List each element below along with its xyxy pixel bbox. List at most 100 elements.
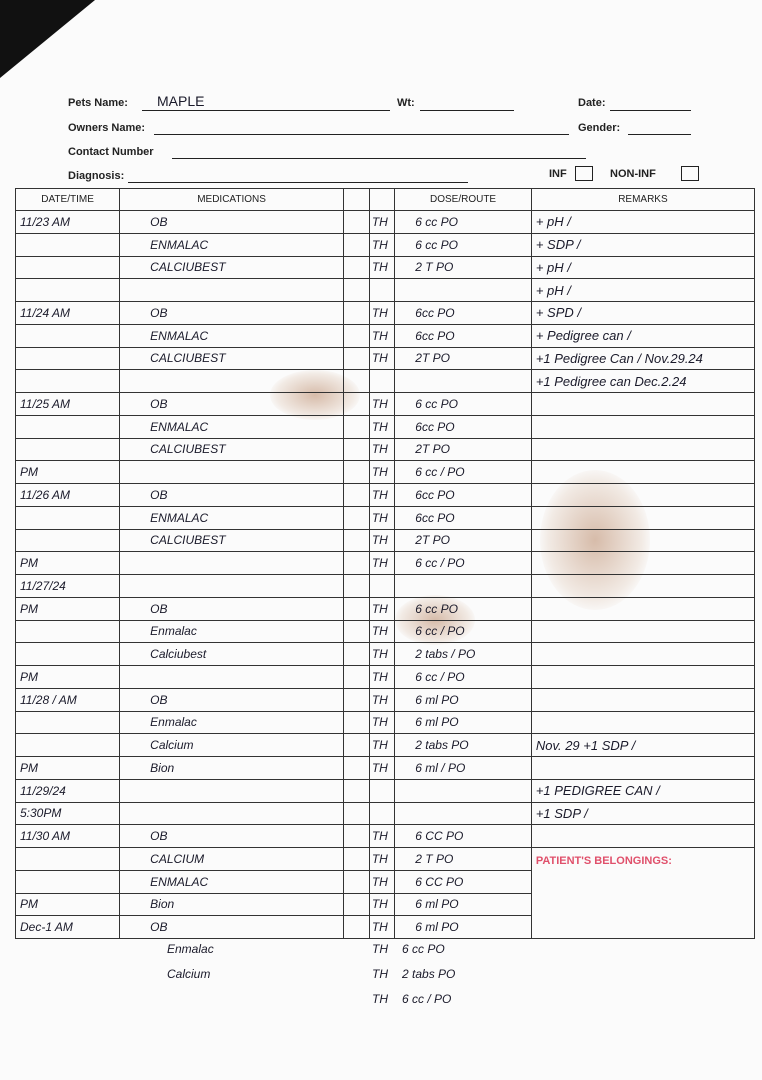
date-cell <box>14 710 121 735</box>
initials-cell: TH <box>368 915 396 939</box>
date-cell: PM <box>14 596 121 621</box>
owners-name-label: Owners Name: <box>68 122 146 134</box>
blank-cell <box>342 301 370 325</box>
blank-cell <box>342 483 370 507</box>
table-row: PM TH 6 cc / PO <box>14 551 756 575</box>
table-row: ENMALAC TH 6cc PO <box>14 414 756 439</box>
initials-cell: TH <box>368 619 396 644</box>
medication-cell: CALCIUBEST <box>119 528 344 553</box>
date-cell <box>14 528 121 553</box>
blank-cell <box>342 824 370 848</box>
remarks-cell: +1 Pedigree can Dec.2.24 <box>530 369 756 393</box>
remarks-cell: + SPD / <box>530 301 756 325</box>
initials-cell: TH <box>368 323 396 348</box>
dose-route-cell <box>394 369 532 393</box>
remarks-cell <box>530 596 756 621</box>
table-row: 5:30PM +1 SDP / <box>14 801 756 826</box>
medication-cell: Bion <box>119 892 344 917</box>
table-row: PM Bion TH 6 ml / PO <box>14 756 756 780</box>
initials-cell: TH <box>368 665 396 689</box>
initials-cell: TH <box>368 869 396 894</box>
initials-cell <box>368 574 396 598</box>
blank-cell <box>342 756 370 780</box>
initials-cell: TH <box>368 824 396 848</box>
pets-name-value: MAPLE <box>157 93 205 109</box>
medication-cell: CALCIUM <box>119 847 344 871</box>
table-row: + pH / <box>14 278 756 302</box>
table-row: 11/26 AM OB TH 6cc PO <box>14 483 756 507</box>
non-inf-checkbox[interactable] <box>681 166 699 181</box>
table-row: PM TH 6 cc / PO <box>14 460 756 484</box>
contact-number-field[interactable] <box>172 158 586 159</box>
dose-route-cell: 6 cc / PO <box>394 619 532 644</box>
medication-cell <box>119 369 344 393</box>
table-row: 11/24 AM OB TH 6cc PO + SPD / <box>14 301 756 325</box>
date-cell: PM <box>14 551 121 575</box>
header-dose-route: DOSE/ROUTE <box>394 188 532 211</box>
initials-cell: TH <box>368 437 396 462</box>
dose-route-cell: 6 cc PO <box>394 232 532 257</box>
date-cell <box>14 869 121 894</box>
remarks-cell <box>530 528 756 553</box>
initials-cell <box>368 278 396 302</box>
dose-route-note: 6 cc / PO <box>402 992 452 1006</box>
blank-cell <box>342 232 370 257</box>
dose-route-cell: 6cc PO <box>394 414 532 439</box>
date-cell <box>14 232 121 257</box>
dose-route-cell: 2 tabs / PO <box>394 642 532 666</box>
medication-cell: Bion <box>119 756 344 780</box>
initials-cell: TH <box>368 255 396 280</box>
dose-route-cell: 6 cc / PO <box>394 665 532 689</box>
initials-cell: TH <box>368 596 396 621</box>
initials-cell: TH <box>368 483 396 507</box>
date-cell <box>14 369 121 393</box>
medication-cell <box>119 778 344 803</box>
table-row: Enmalac TH 6 ml PO <box>14 710 756 735</box>
remarks-cell <box>530 414 756 439</box>
owners-name-field[interactable] <box>154 134 569 135</box>
date-cell: 11/29/24 <box>14 778 121 803</box>
date-cell: 11/28 / AM <box>14 687 121 712</box>
header-medications: MEDICATIONS <box>119 188 344 211</box>
date-cell <box>14 346 121 371</box>
pets-name-field[interactable] <box>142 110 390 111</box>
medication-cell: ENMALAC <box>119 232 344 257</box>
gender-label: Gender: <box>578 122 621 134</box>
date-cell: Dec-1 AM <box>14 915 121 939</box>
initials-cell: TH <box>368 551 396 575</box>
medication-cell <box>119 278 344 302</box>
remarks-cell <box>530 710 756 735</box>
date-cell <box>14 255 121 280</box>
blank-cell <box>342 801 370 826</box>
patients-belongings-label: PATIENT'S BELONGINGS: <box>535 855 672 867</box>
wt-field[interactable] <box>420 110 514 111</box>
date-cell: PM <box>14 892 121 917</box>
medication-cell: OB <box>119 392 344 416</box>
table-row: PM TH 6 cc / PO <box>14 665 756 689</box>
medication-cell: OB <box>119 687 344 712</box>
date-cell: 11/26 AM <box>14 483 121 507</box>
inf-checkbox[interactable] <box>575 166 593 181</box>
diagnosis-field[interactable] <box>128 182 468 183</box>
blank-cell <box>342 665 370 689</box>
medication-cell <box>119 801 344 826</box>
medication-cell: CALCIUBEST <box>119 437 344 462</box>
medication-cell: Enmalac <box>119 619 344 644</box>
date-cell <box>14 619 121 644</box>
patients-belongings-area: PATIENT'S BELONGINGS: <box>530 847 756 939</box>
medication-cell: ENMALAC <box>119 323 344 348</box>
date-field[interactable] <box>610 110 691 111</box>
table-row: ENMALAC TH 6cc PO + Pedigree can / <box>14 323 756 348</box>
date-cell <box>14 642 121 666</box>
dose-route-cell: 6cc PO <box>394 483 532 507</box>
medication-cell: OB <box>119 210 344 234</box>
dose-route-note: 6 cc PO <box>402 942 445 956</box>
remarks-cell: Nov. 29 +1 SDP / <box>530 733 756 757</box>
blank-cell <box>342 778 370 803</box>
medication-cell: Calciubest <box>119 642 344 666</box>
gender-field[interactable] <box>628 134 691 135</box>
remarks-cell: + pH / <box>530 278 756 302</box>
table-row: ENMALAC TH 6cc PO <box>14 505 756 530</box>
initials-cell: TH <box>368 232 396 257</box>
table-row: Calciubest TH 2 tabs / PO <box>14 642 756 666</box>
